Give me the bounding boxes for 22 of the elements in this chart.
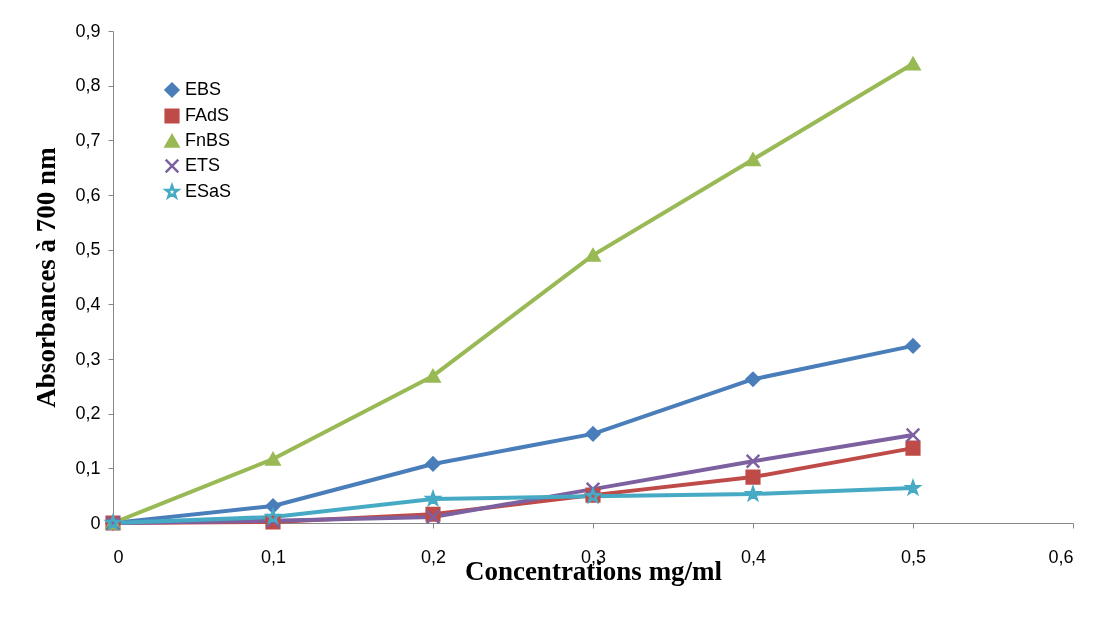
legend-label: ESaS [185,181,232,201]
x-tick-label: 0,1 [260,546,287,567]
y-tick-label: 0,9 [75,20,101,41]
y-axis-title: Absorbances à 700 nm [31,146,62,408]
x-tick-label: 0,2 [420,546,447,567]
y-tick-label: 0,1 [75,457,101,478]
y-tick-label: 0,4 [75,293,101,314]
y-tick-label: 0,6 [75,184,101,205]
x-tick-label: 0 [113,546,124,567]
y-tick-label: 0,8 [75,75,101,96]
x-tick-label: 0,6 [1048,546,1074,567]
y-tick-label: 0 [90,512,101,533]
legend-label: FnBS [185,130,231,150]
legend-label: FAdS [185,105,230,125]
y-tick-label: 0,3 [75,348,101,369]
x-tick-label: 0,4 [740,546,767,567]
y-tick-label: 0,7 [75,129,101,150]
legend-label: EBS [185,79,222,99]
x-tick-label: 0,5 [900,546,927,567]
legend-label: ETS [185,155,221,175]
y-tick-label: 0,5 [75,239,101,260]
y-tick-label: 0,2 [75,403,101,424]
